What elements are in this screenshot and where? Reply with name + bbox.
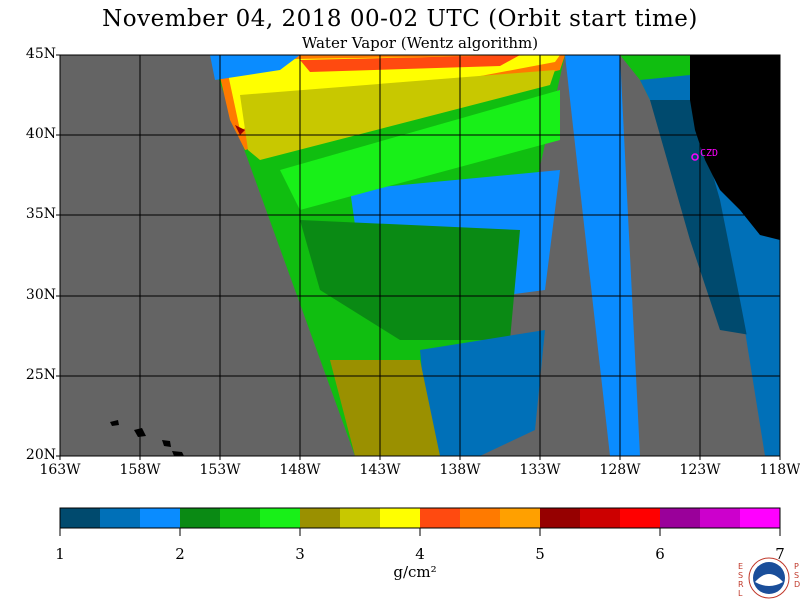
colorbar-swatch [300, 508, 341, 528]
longitude-label: 153W [199, 462, 241, 478]
longitude-label: 123W [679, 462, 721, 478]
colorbar-tick-label: 3 [295, 545, 305, 563]
island [162, 440, 171, 447]
colorbar-swatch [60, 508, 101, 528]
colorbar-swatch [500, 508, 541, 528]
longitude-label: 148W [279, 462, 321, 478]
colorbar-swatch [580, 508, 621, 528]
map-frame [59, 54, 781, 457]
colorbar-units: g/cm² [393, 563, 437, 581]
chart-subtitle: Water Vapor (Wentz algorithm) [301, 34, 539, 52]
colorbar-tick-label: 4 [415, 545, 425, 563]
colorbar-tick-label: 1 [55, 545, 65, 563]
chart-title: November 04, 2018 00-02 UTC (Orbit start… [102, 6, 698, 32]
latitude-label: 45N [25, 46, 56, 62]
longitude-label: 158W [119, 462, 161, 478]
station-marker: CZD [691, 148, 718, 161]
latitude-label: 30N [25, 287, 56, 303]
colorbar-swatch [340, 508, 381, 528]
longitude-label: 128W [599, 462, 641, 478]
longitude-label: 163W [39, 462, 81, 478]
colorbar-swatch [700, 508, 741, 528]
colorbar-tick-label: 7 [775, 545, 785, 563]
latitude-label: 25N [25, 367, 56, 383]
colorbar-swatch [620, 508, 661, 528]
longitude-label: 143W [359, 462, 401, 478]
colorbar-swatch [180, 508, 221, 528]
station-label: CZD [700, 148, 718, 159]
colorbar-swatch [420, 508, 461, 528]
colorbar [59, 507, 781, 536]
colorbar-swatch [100, 508, 141, 528]
colorbar-swatch [140, 508, 181, 528]
longitude-label: 118W [759, 462, 800, 478]
west-swath [210, 55, 565, 456]
colorbar-swatch [740, 508, 781, 528]
land-north-america [690, 55, 780, 240]
latitude-label: 20N [25, 447, 56, 463]
latitude-label: 40N [25, 126, 56, 142]
island [172, 451, 184, 456]
colorbar-swatch [660, 508, 701, 528]
colorbar-tick-label: 6 [655, 545, 665, 563]
longitude-label: 133W [519, 462, 561, 478]
colorbar-swatch [380, 508, 421, 528]
longitude-label: 138W [439, 462, 481, 478]
colorbar-tick-label: 2 [175, 545, 185, 563]
colorbar-swatch [460, 508, 501, 528]
latitude-label: 35N [25, 206, 56, 222]
colorbar-swatch [260, 508, 301, 528]
colorbar-tick-label: 5 [535, 545, 545, 563]
colorbar-swatch [540, 508, 581, 528]
island [110, 420, 119, 426]
map-area [60, 55, 780, 456]
colorbar-swatch [220, 508, 261, 528]
